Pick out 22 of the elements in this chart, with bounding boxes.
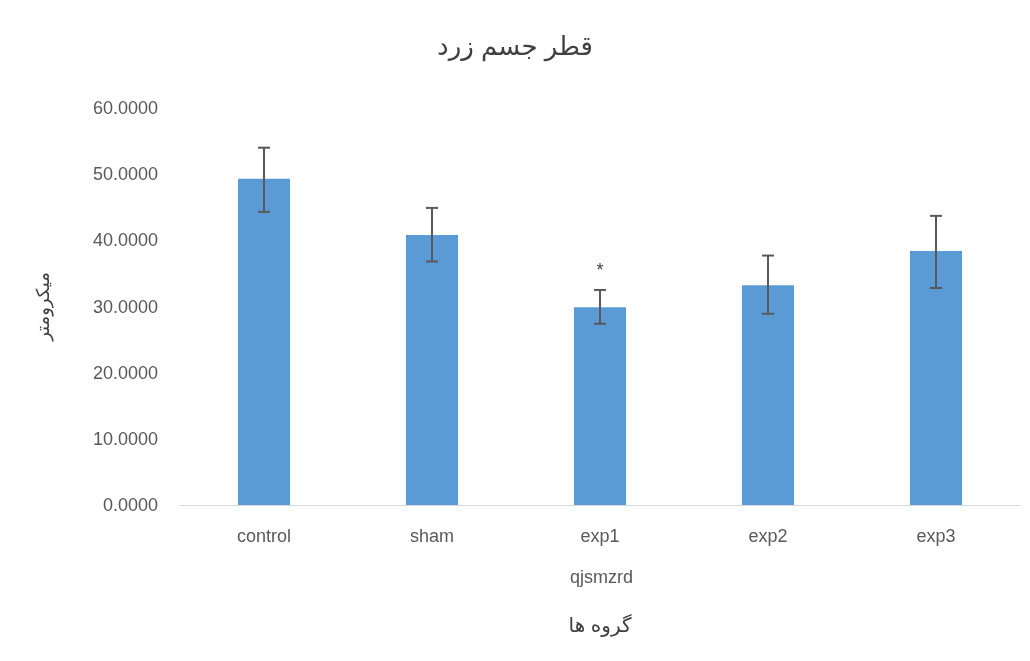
- annotation: *: [596, 259, 604, 280]
- y-tick-label: 0.0000: [102, 495, 158, 515]
- bar: [405, 235, 459, 505]
- y-tick-label: 60.0000: [92, 98, 158, 118]
- text: qjsmzrd: [570, 567, 634, 587]
- y-tick-label: 20.0000: [92, 362, 158, 383]
- y-tick-label: 50.0000: [92, 164, 158, 185]
- chart-title: قطر جسم زرد: [437, 31, 593, 62]
- bar: [237, 178, 291, 505]
- x-tick-label: exp2: [748, 526, 788, 546]
- y-axis-title: میکرومتر: [33, 272, 54, 342]
- bar: [741, 285, 795, 505]
- bar: [573, 307, 627, 505]
- x-tick-label: exp1: [580, 526, 620, 546]
- x-tick-label: control: [236, 526, 292, 546]
- x-tick-label: exp3: [916, 526, 956, 546]
- y-tick-label: 40.0000: [92, 230, 158, 251]
- y-tick-label: 30.0000: [92, 296, 158, 317]
- bar: [909, 250, 963, 505]
- x-tick-label: sham: [409, 526, 455, 546]
- x-axis-title: گروه ها: [568, 614, 632, 637]
- y-tick-label: 10.0000: [92, 428, 158, 449]
